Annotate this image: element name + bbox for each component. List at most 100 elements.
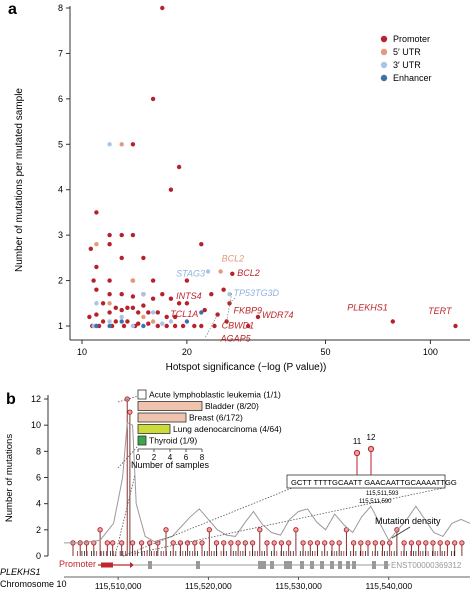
inset-bar-label: Bladder (8/20)	[205, 401, 259, 411]
gene-annotation-tert: TERT	[428, 306, 453, 316]
scatter-point	[119, 142, 124, 147]
inset-bar-label: Thyroid (1/9)	[149, 436, 197, 446]
panel-b-y-ticks: 0 2 4 6 8 10 12	[31, 394, 48, 561]
mutation-marker	[387, 540, 393, 546]
scatter-point	[130, 294, 136, 299]
panel-b-y-axis-label: Number of mutations	[4, 434, 15, 522]
mutation-marker	[372, 540, 378, 546]
mutation-marker	[358, 540, 364, 546]
y-tick-label: 8	[58, 3, 63, 13]
mutation-marker	[329, 540, 335, 546]
mutation-marker	[286, 540, 292, 546]
mutation-marker	[127, 409, 133, 415]
scatter-point	[155, 323, 160, 329]
gene-track: Promoter ENST00000369312 PLEKHS1 Chromos…	[0, 559, 470, 591]
inset-tick-label: 4	[168, 453, 173, 462]
y-tick-label: 2	[58, 276, 63, 286]
mutation-marker	[119, 540, 125, 546]
inset-bar-label: Lung adenocarcinoma (4/64)	[173, 424, 282, 434]
scatter-point	[107, 323, 112, 329]
scatter-point	[205, 269, 211, 274]
scatter-point	[125, 305, 130, 310]
peak-label-11: 11	[353, 437, 362, 446]
scatter-point	[160, 321, 165, 326]
y-tick-label: 2	[36, 525, 41, 535]
gene-annotation-agap5: AGAP5	[220, 334, 252, 344]
mutation-marker	[336, 540, 342, 546]
scatter-point	[160, 292, 165, 297]
scatter-point	[141, 255, 146, 261]
scatter-point	[246, 323, 251, 329]
exon-block	[300, 561, 304, 569]
promoter-block	[101, 562, 113, 568]
scatter-point	[100, 301, 106, 306]
mutation-marker	[314, 540, 321, 546]
y-tick-label: 6	[58, 94, 63, 104]
genome-tick-label: 115,510,000	[95, 581, 142, 591]
scatter-point	[130, 305, 136, 310]
exon-block	[372, 561, 376, 569]
mutation-marker	[408, 540, 415, 546]
mutation-marker	[213, 540, 220, 546]
mutation-marker	[170, 540, 176, 546]
coord-b: 115,511,590	[359, 499, 392, 505]
y-tick-label: 1	[58, 321, 63, 331]
scatter-point	[184, 278, 190, 283]
scatter-point	[119, 292, 124, 297]
mutation-marker	[430, 540, 436, 546]
gene-annotation-fkbp9: FKBP9	[234, 305, 263, 315]
scatter-point	[146, 310, 151, 315]
sequence-text: GCTT TTTTGCAATT GAACAATTGCAAAATTGG	[291, 478, 457, 487]
mutation-marker	[379, 540, 386, 546]
scatter-point	[255, 314, 261, 320]
scatter-point	[113, 319, 119, 324]
genome-tick-label: 115,530,000	[275, 581, 322, 591]
mutation-marker	[221, 540, 227, 546]
scatter-point	[150, 319, 156, 324]
scatter-point	[184, 319, 190, 324]
mutation-marker	[293, 527, 299, 533]
gene-annotation-tp53tg3d: TP53TG3D	[234, 288, 280, 298]
scatter-point	[168, 187, 174, 192]
inset-bar	[137, 401, 203, 411]
mutation-marker	[365, 540, 371, 546]
panel-a-label: a	[8, 1, 17, 18]
exon-block	[258, 561, 262, 569]
scatter-point	[136, 321, 141, 326]
mutation-marker	[401, 540, 407, 546]
scatter-point	[150, 296, 156, 301]
scatter-point	[107, 301, 112, 306]
inset-bar-label: Acute lymphoblastic leukemia (1/1)	[149, 390, 281, 400]
legend-label: Promoter	[393, 34, 430, 44]
mutation-marker	[423, 540, 429, 546]
scatter-point	[180, 323, 186, 329]
scatter-point	[119, 255, 124, 261]
scatter-point	[184, 301, 190, 306]
inset-bar	[137, 389, 147, 400]
y-tick-label: 4	[58, 185, 63, 195]
scatter-point	[119, 232, 124, 238]
gene-label: PLEKHS1	[0, 567, 41, 577]
scatter-point	[176, 164, 182, 170]
panel-b-density-line	[64, 421, 471, 544]
scatter-point	[94, 312, 99, 317]
panel-a-legend: Promoter 5′ UTR 3′ UTR Enhancer	[380, 34, 432, 83]
scatter-point	[146, 321, 151, 326]
scatter-point	[87, 314, 92, 320]
scatter-point	[100, 319, 106, 324]
scatter-point	[453, 323, 458, 329]
legend-label: 5′ UTR	[393, 47, 421, 57]
coord-a: 115,511,593	[366, 491, 399, 497]
inset-bar	[137, 435, 147, 446]
scatter-point	[218, 269, 223, 274]
scatter-point	[107, 310, 112, 315]
scatter-point	[192, 323, 197, 329]
scatter-point	[199, 242, 204, 247]
exon-block	[148, 561, 152, 569]
scatter-point	[164, 314, 169, 320]
mutation-density-label: Mutation density	[375, 516, 441, 526]
hotspot-marker-11	[353, 449, 361, 457]
scatter-point	[107, 142, 112, 147]
scatter-point	[212, 323, 217, 329]
scatter-point	[107, 292, 112, 297]
